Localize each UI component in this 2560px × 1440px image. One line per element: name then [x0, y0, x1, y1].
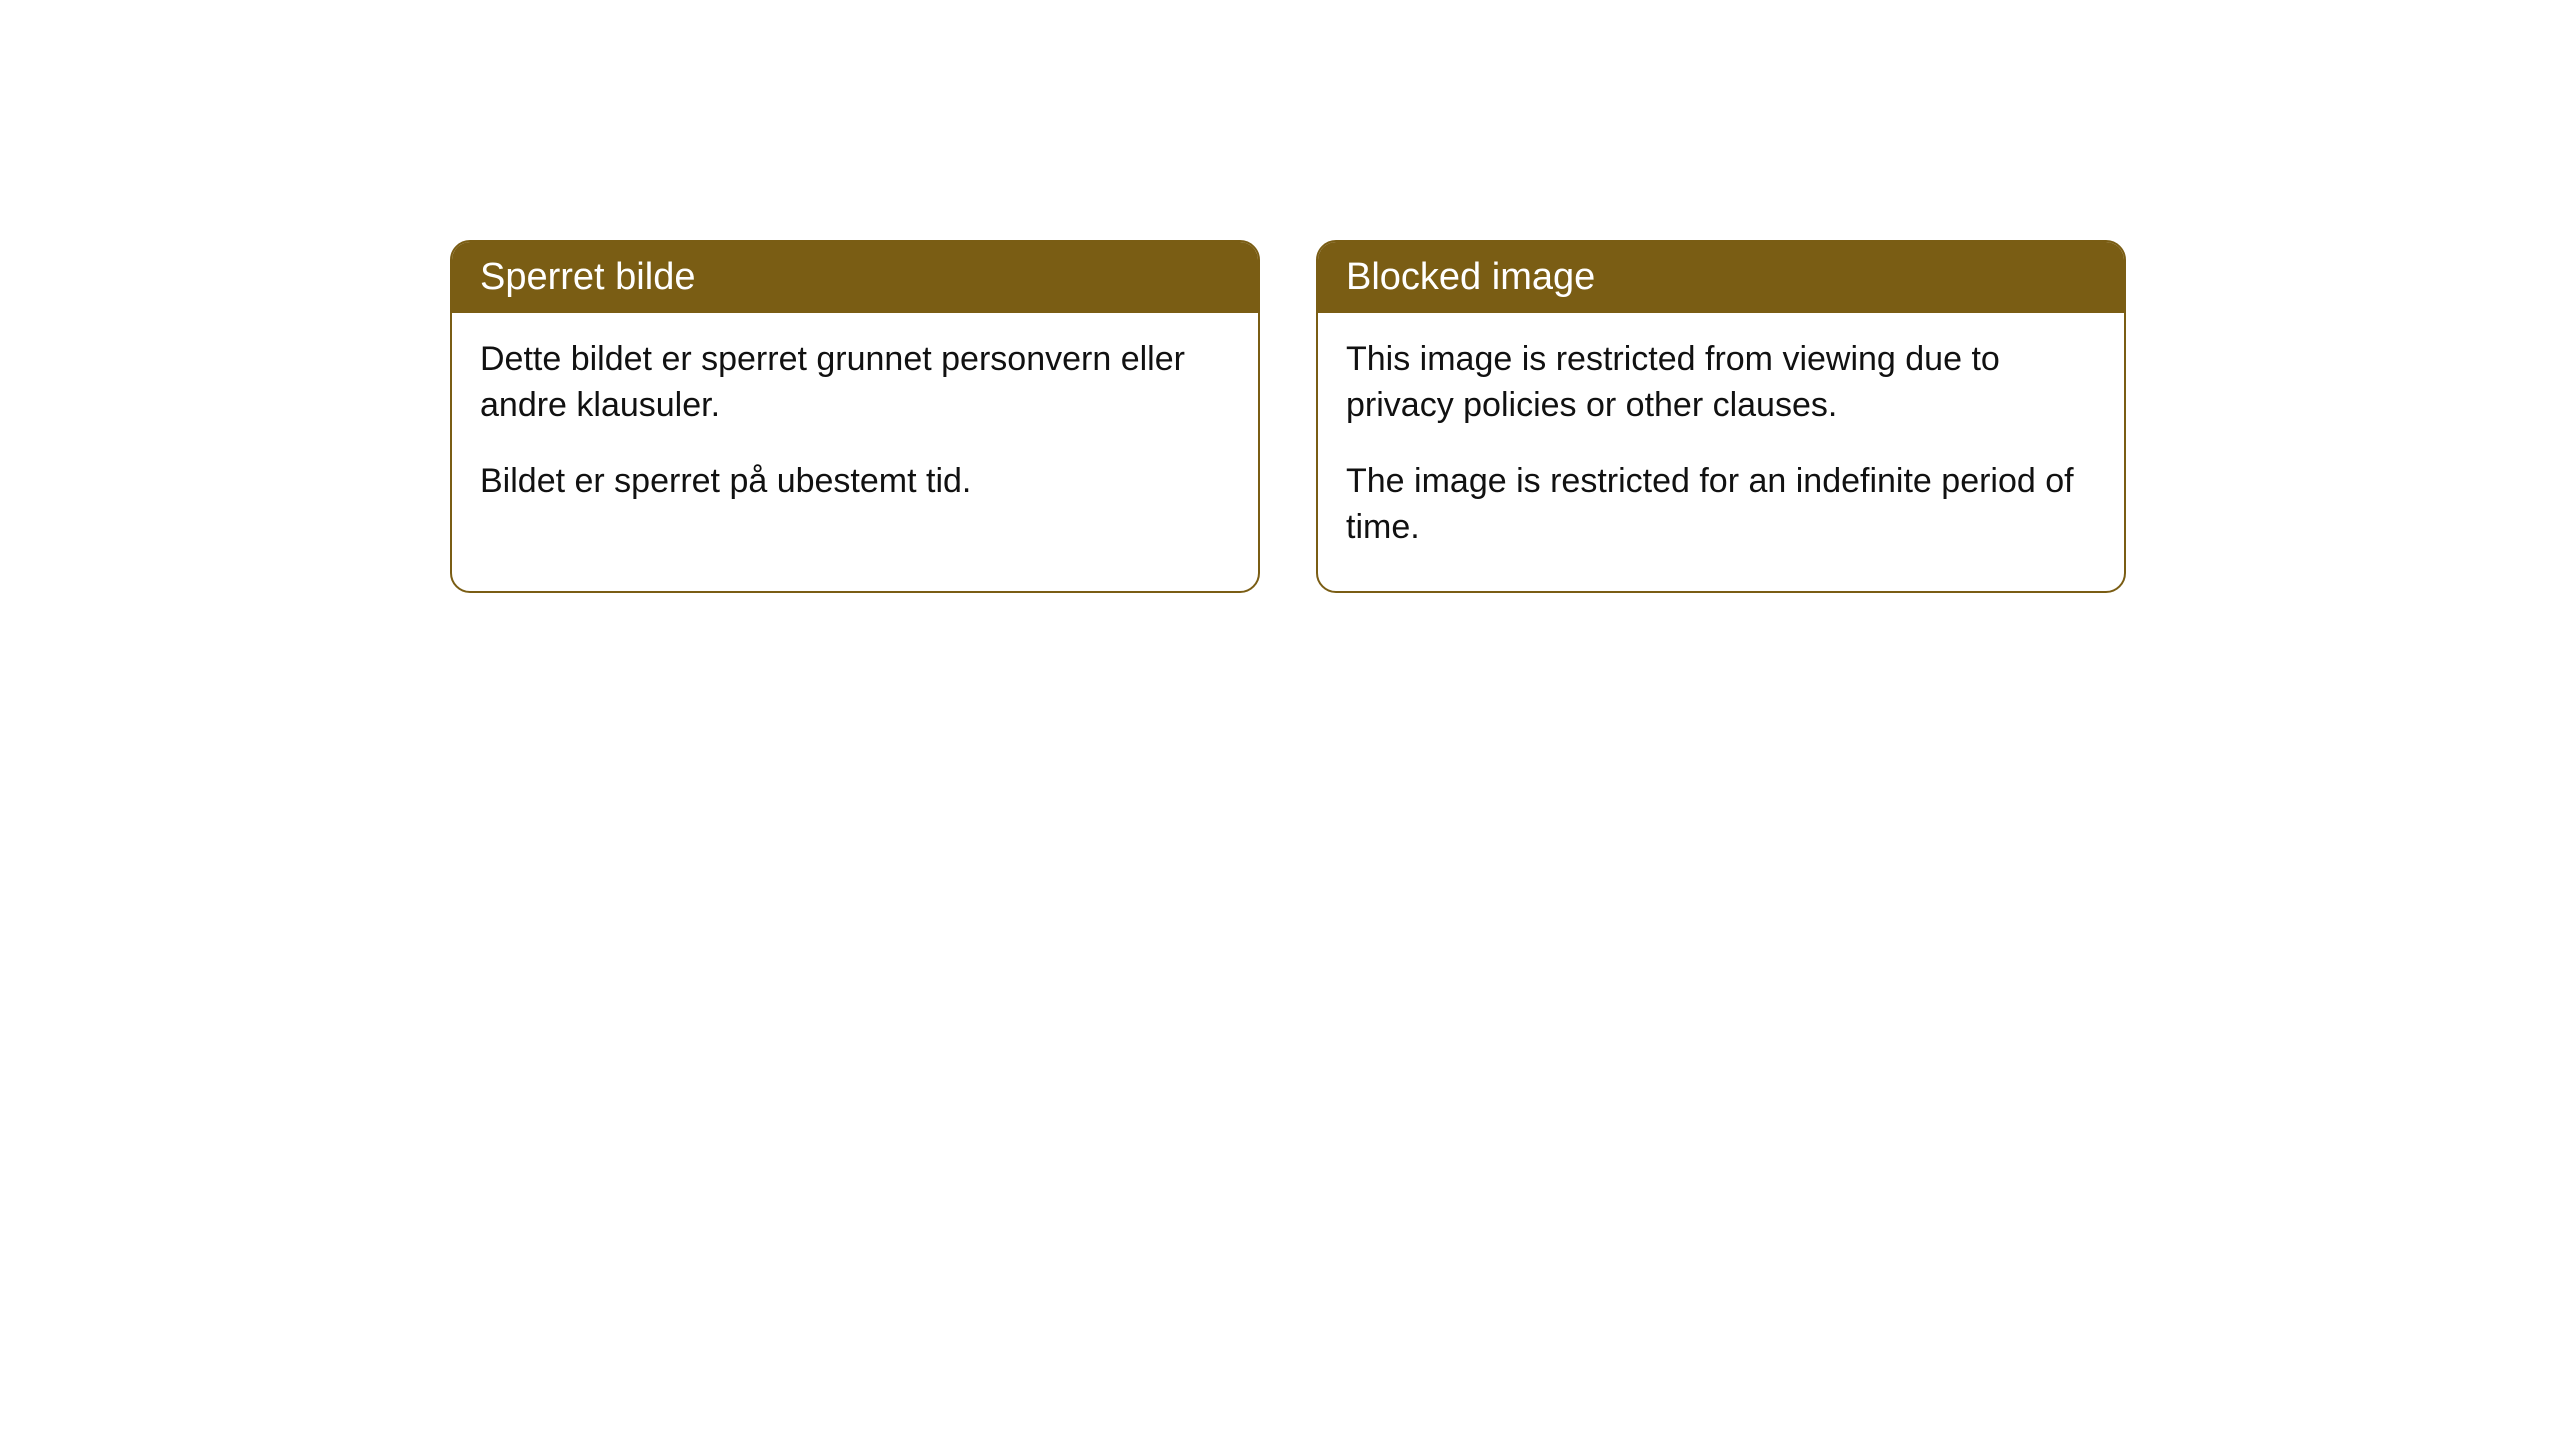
notice-card-english: Blocked image This image is restricted f…	[1316, 240, 2126, 593]
card-paragraph: Dette bildet er sperret grunnet personve…	[480, 337, 1230, 429]
card-header: Sperret bilde	[452, 242, 1258, 313]
card-title: Blocked image	[1346, 256, 1595, 298]
card-header: Blocked image	[1318, 242, 2124, 313]
card-paragraph: This image is restricted from viewing du…	[1346, 337, 2096, 429]
card-paragraph: The image is restricted for an indefinit…	[1346, 459, 2096, 551]
card-paragraph: Bildet er sperret på ubestemt tid.	[480, 459, 1230, 505]
card-body: Dette bildet er sperret grunnet personve…	[452, 313, 1258, 545]
notice-card-norwegian: Sperret bilde Dette bildet er sperret gr…	[450, 240, 1260, 593]
card-title: Sperret bilde	[480, 256, 695, 298]
card-body: This image is restricted from viewing du…	[1318, 313, 2124, 591]
notice-cards-container: Sperret bilde Dette bildet er sperret gr…	[0, 0, 2560, 593]
